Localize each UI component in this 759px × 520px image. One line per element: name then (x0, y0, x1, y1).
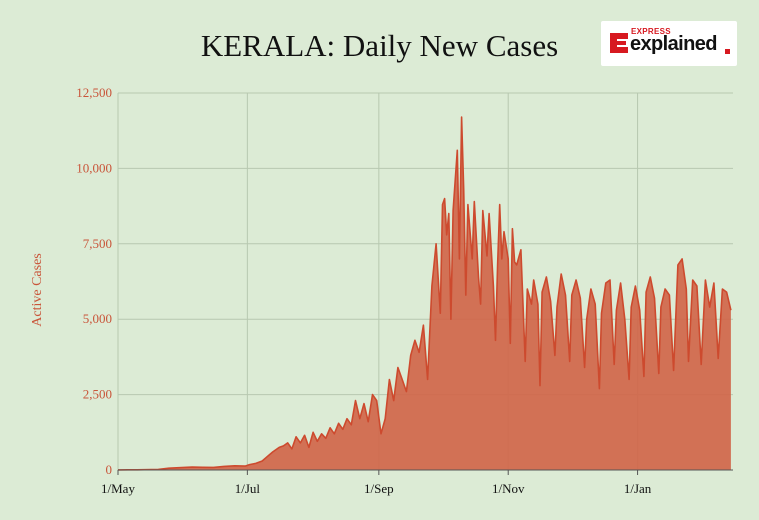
y-tick-label: 5,000 (83, 311, 112, 326)
chart-title: KERALA: Daily New Cases (200, 28, 559, 63)
x-tick-label: 1/Jan (624, 481, 652, 496)
series-line (117, 116, 732, 471)
x-tick-label: 1/May (101, 481, 135, 496)
axes: 0 2,500 5,000 7,500 10,000 12,500 1/May 1/Jul 1/… (76, 85, 733, 496)
express-explained-logo: EXPRESS explained (601, 21, 737, 66)
logo-express-text: EXPRESS (631, 27, 671, 36)
y-tick-label: 12,500 (76, 85, 112, 100)
y-tick-label: 2,500 (83, 387, 112, 402)
y-tick-label: 10,000 (76, 160, 112, 175)
express-logo-icon (610, 33, 628, 53)
y-tick-label: 7,500 (83, 236, 112, 251)
series-layer (117, 116, 732, 471)
logo-explained-text: explained (630, 33, 717, 55)
x-tick-label: 1/Nov (492, 481, 525, 496)
logo-red-dot (725, 49, 730, 54)
y-tick-label: 0 (106, 462, 113, 477)
y-axis-label: Active Cases (30, 253, 45, 326)
series-area (118, 117, 731, 470)
x-tick-label: 1/Jul (235, 481, 261, 496)
x-tick-label: 1/Sep (364, 481, 394, 496)
